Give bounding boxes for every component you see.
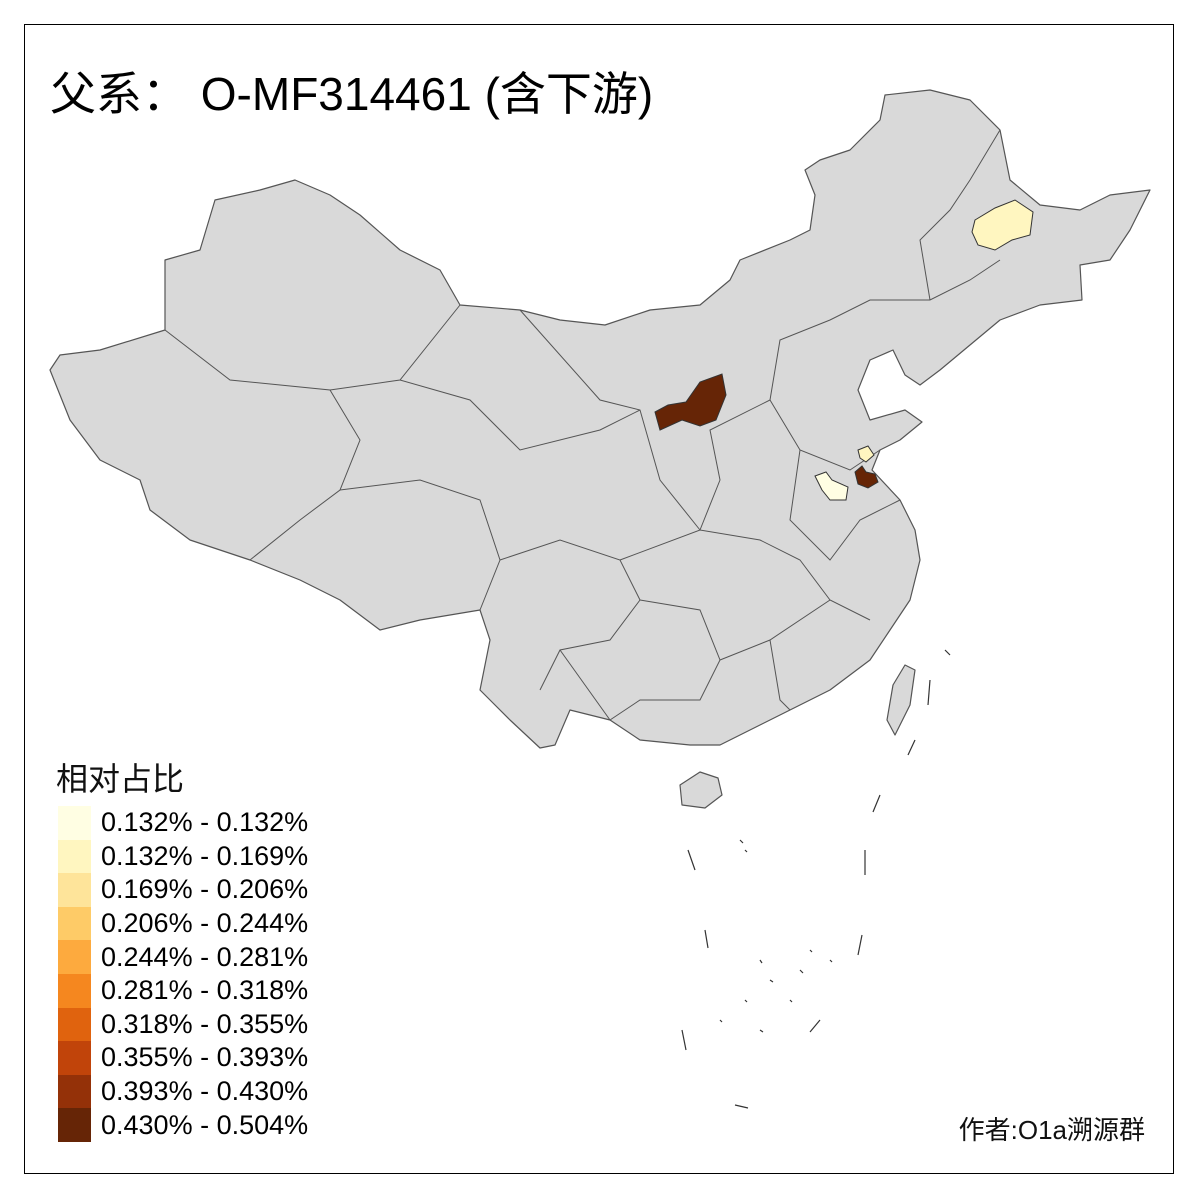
- south-china-sea-islands: [681, 649, 951, 1109]
- region-shaanxi-shanxi: [654, 373, 727, 431]
- legend-swatch: [58, 839, 91, 874]
- legend-title: 相对占比: [56, 761, 185, 797]
- legend-label: 0.132% - 0.169%: [101, 840, 309, 871]
- region-jiangsu-coast: [854, 465, 879, 489]
- legend-swatch: [58, 806, 91, 840]
- legend-label: 0.132% - 0.132%: [101, 807, 309, 838]
- region-jiangsu-anhui: [814, 471, 849, 501]
- legend-swatch: [58, 906, 91, 941]
- map-title: 父系： O-MF314461 (含下游): [50, 68, 654, 120]
- legend-label: 0.355% - 0.393%: [101, 1042, 309, 1073]
- legend-swatch: [58, 1074, 91, 1109]
- legend-label: 0.430% - 0.504%: [101, 1109, 309, 1140]
- legend-swatch: [58, 1007, 91, 1042]
- legend-swatch: [58, 873, 91, 907]
- legend-swatch: [58, 1108, 91, 1142]
- legend-label: 0.206% - 0.244%: [101, 908, 309, 939]
- legend-item: 0.430% - 0.504%: [58, 1108, 308, 1142]
- legend-label: 0.244% - 0.281%: [101, 941, 309, 972]
- taiwan-island: [886, 664, 916, 736]
- legend-item: 0.244% - 0.281%: [58, 940, 308, 974]
- legend-item: 0.132% - 0.132%: [58, 806, 308, 840]
- legend-swatch: [58, 1041, 91, 1075]
- legend-item: 0.393% - 0.430%: [58, 1074, 309, 1109]
- legend-label: 0.169% - 0.206%: [101, 874, 309, 905]
- region-heilongjiang: [971, 199, 1034, 251]
- province-borders: [164, 129, 1001, 721]
- legend-swatch: [58, 940, 91, 974]
- legend-label: 0.318% - 0.355%: [101, 1008, 309, 1039]
- legend-label: 0.281% - 0.318%: [101, 975, 309, 1006]
- legend-swatch: [58, 974, 91, 1008]
- legend-label: 0.393% - 0.430%: [101, 1076, 309, 1107]
- legend-item: 0.169% - 0.206%: [58, 873, 308, 907]
- hainan-island: [679, 771, 723, 809]
- legend-item: 0.281% - 0.318%: [58, 974, 308, 1008]
- map-frame: [24, 24, 1174, 1174]
- legend-item: 0.318% - 0.355%: [58, 1007, 309, 1042]
- china-mainland: [49, 89, 1151, 749]
- legend-item: 0.206% - 0.244%: [58, 906, 309, 941]
- legend-item: 0.132% - 0.169%: [58, 839, 309, 874]
- legend-item: 0.355% - 0.393%: [58, 1041, 308, 1075]
- region-jiangsu-north: [857, 445, 875, 463]
- highlighted-regions: [654, 199, 1034, 501]
- author-credit: 作者:O1a溯源群: [958, 1115, 1145, 1145]
